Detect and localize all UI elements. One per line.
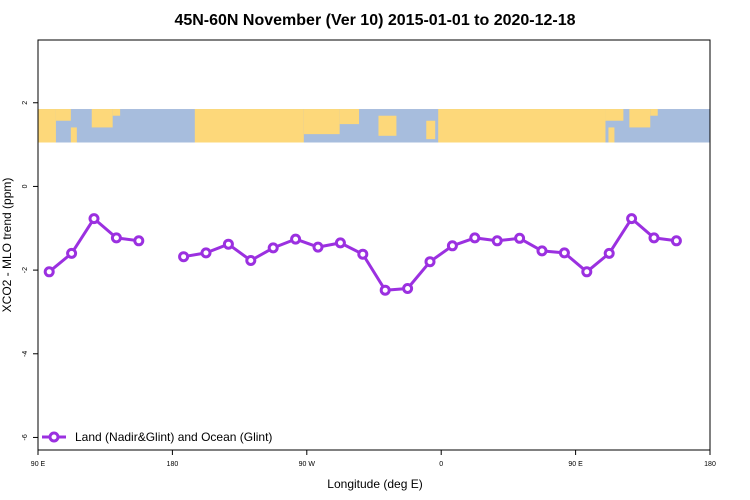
data-point [670,235,682,247]
y-axis-title: XCO2 - MLO trend (ppm) [0,178,14,313]
chart-title: 45N-60N November (Ver 10) 2015-01-01 to … [174,12,575,29]
data-point [558,247,570,259]
x-tick-label: 90 E [31,461,46,468]
map-land-patch [378,115,397,136]
data-point [110,232,122,244]
x-tick-label: 90 W [299,461,316,468]
series-line [48,217,139,273]
data-point [43,266,55,278]
map-land-patch [650,109,658,116]
legend-label: Land (Nadir&Glint) and Ocean (Glint) [75,430,272,444]
data-point [88,213,100,225]
x-tick-label: 90 E [568,461,583,468]
data-point [312,241,324,253]
series-layer [43,213,682,296]
data-point [446,240,458,252]
map-land-patch [194,109,304,143]
data-point [491,235,503,247]
map-land-patch [38,109,56,143]
map-land-patch [55,109,71,121]
x-tick-label: 180 [704,461,716,468]
x-axis: 90 E 180 90 W 0 90 E 180 [31,450,716,468]
map-land-patch [91,109,113,128]
map-land-patch [605,109,624,121]
y-tick-label: -4 [22,351,29,357]
map-land-patch [303,109,340,135]
data-point [514,232,526,244]
y-tick-label: 2 [22,101,29,105]
map-land-patch [112,109,121,116]
y-tick-label: -2 [22,267,29,273]
data-point [536,245,548,257]
x-axis-title: Longitude (deg E) [327,477,422,491]
map-land-patch [339,109,360,125]
map-land [38,109,658,143]
map-land-patch [426,120,436,140]
x-tick-label: 180 [167,461,179,468]
data-point [603,247,615,259]
data-point [402,283,414,294]
data-point [648,232,660,244]
map-land-patch [70,127,77,143]
data-point [357,248,369,260]
data-point [267,242,279,254]
data-point [626,213,638,225]
data-point [581,266,593,278]
data-point [200,247,212,259]
data-point [245,255,257,266]
plot-frame [37,39,711,451]
legend-marker [48,431,60,443]
data-point [334,237,346,249]
data-point [66,247,78,259]
map-land-patch [438,109,606,143]
map-land-patch [608,127,615,143]
data-point [133,235,145,247]
y-tick-label: -6 [22,434,29,440]
data-point [222,238,234,250]
data-point [424,256,436,268]
series-line [183,217,677,292]
map-land-patch [629,109,651,128]
data-point [469,232,481,244]
data-point [290,233,302,245]
y-axis: 2 0 -2 -4 -6 [22,101,38,441]
x-tick-label: 0 [439,461,443,468]
map-band [38,109,710,143]
data-point [379,284,391,296]
data-point [178,251,190,263]
y-tick-label: 0 [22,184,29,188]
legend: Land (Nadir&Glint) and Ocean (Glint) [42,430,272,444]
